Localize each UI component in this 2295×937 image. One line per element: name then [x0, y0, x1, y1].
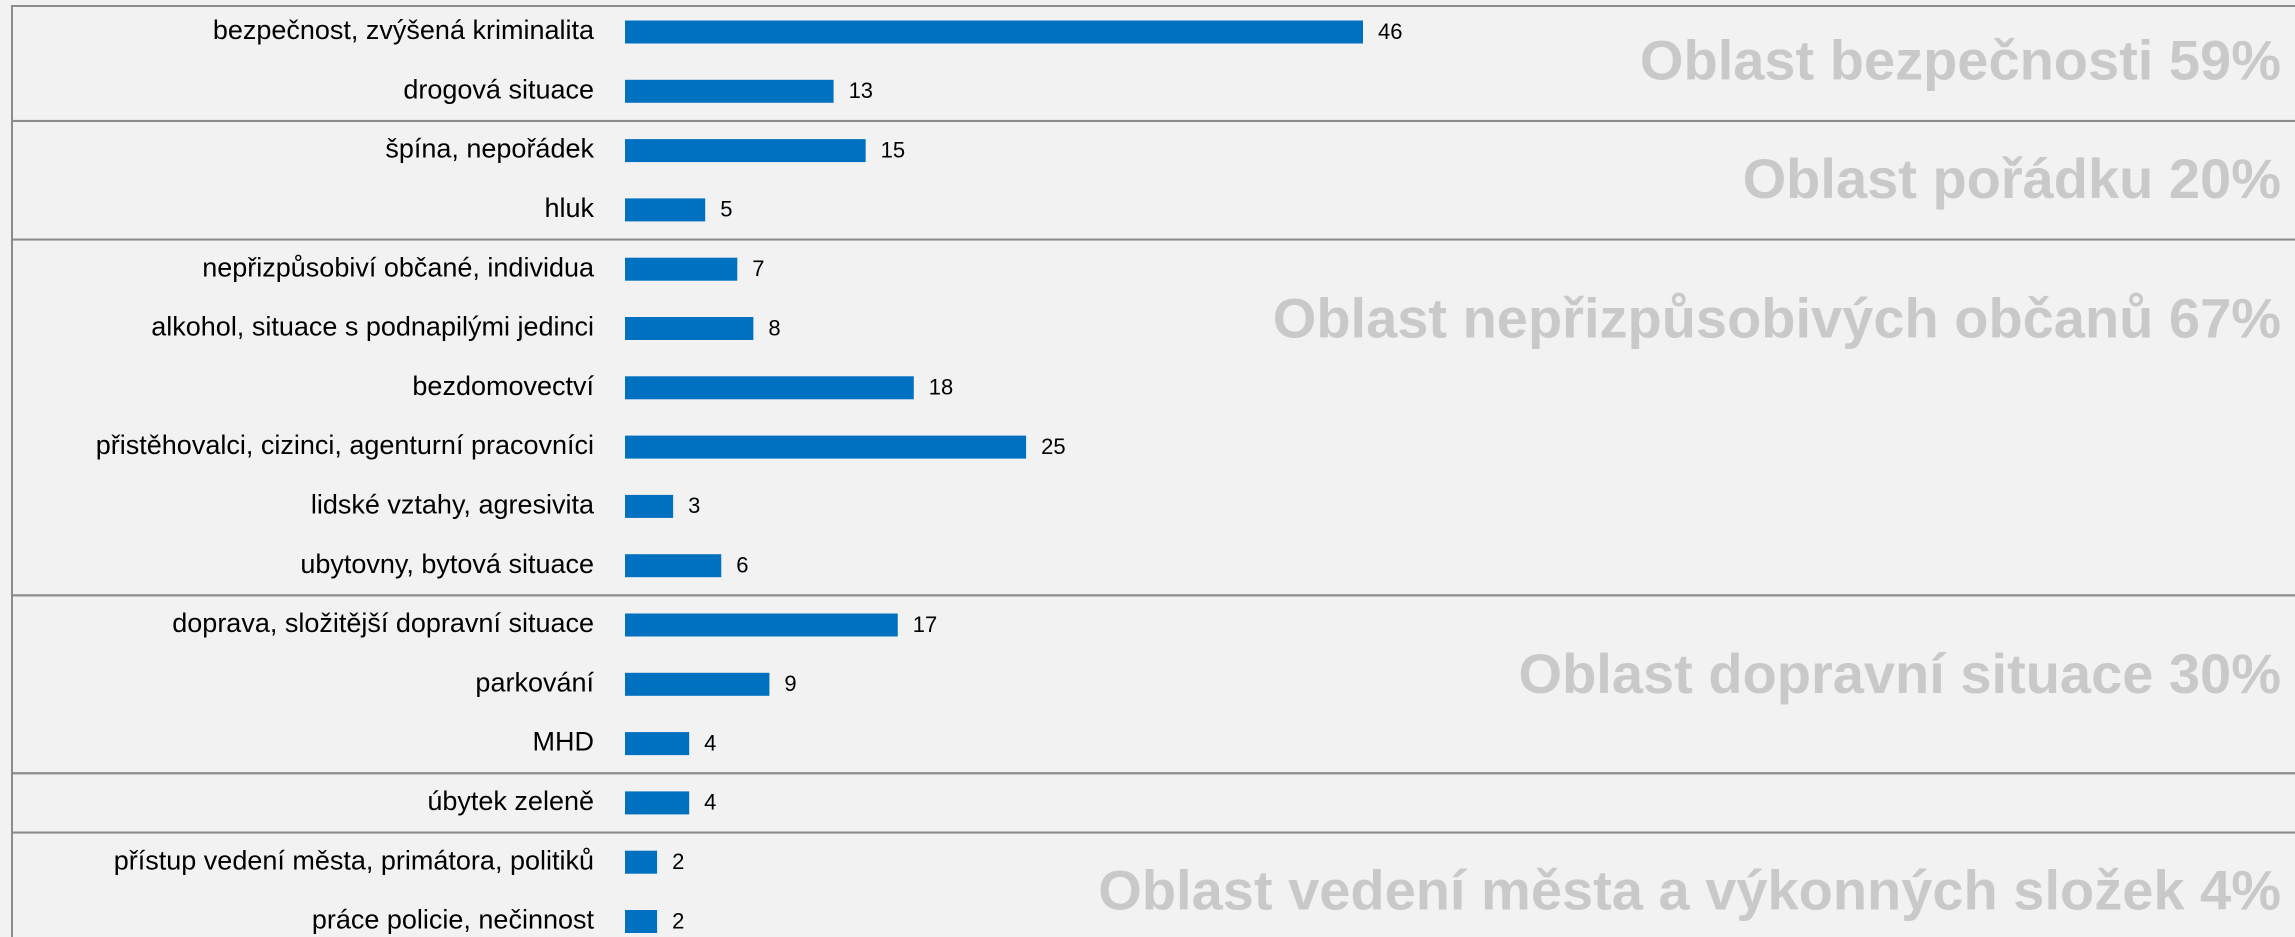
bar — [625, 672, 770, 696]
category-label: MHD — [533, 727, 595, 757]
bar — [625, 494, 674, 518]
value-label: 2 — [672, 908, 684, 933]
value-label: 5 — [720, 197, 732, 222]
group-label: Oblast bezpečnosti 59% — [1640, 28, 2281, 91]
bar — [625, 198, 706, 222]
bar — [625, 435, 1027, 459]
value-label: 18 — [929, 375, 953, 400]
value-label: 4 — [704, 730, 716, 755]
value-label: 8 — [768, 315, 780, 340]
group-box — [11, 831, 2295, 937]
category-label: přistěhovalci, cizinci, agenturní pracov… — [96, 430, 594, 460]
value-label: 7 — [752, 256, 764, 281]
group-label: Oblast pořádku 20% — [1743, 147, 2281, 210]
category-label: práce policie, nečinnost — [312, 905, 595, 935]
bar — [625, 257, 738, 281]
bar — [625, 79, 834, 103]
value-label: 17 — [913, 612, 937, 637]
value-label: 2 — [672, 849, 684, 874]
bar — [625, 732, 690, 756]
category-label: bezdomovectví — [412, 371, 594, 401]
bar — [625, 376, 914, 400]
value-label: 46 — [1378, 19, 1402, 44]
value-label: 15 — [881, 137, 905, 162]
value-label: 4 — [704, 790, 716, 815]
bar — [625, 20, 1363, 44]
bar — [625, 791, 690, 815]
bar — [625, 554, 722, 578]
value-label: 25 — [1041, 434, 1065, 459]
category-label: přístup vedení města, primátora, politik… — [114, 845, 594, 875]
category-label: parkování — [475, 667, 594, 697]
value-label: 9 — [784, 671, 796, 696]
bar — [625, 139, 866, 163]
group-label: Oblast nepřizpůsobivých občanů 67% — [1273, 286, 2281, 349]
category-label: nepřizpůsobiví občané, individua — [202, 252, 595, 282]
category-label: doprava, složitější dopravní situace — [172, 608, 594, 638]
category-label: drogová situace — [403, 74, 594, 104]
value-label: 13 — [849, 78, 873, 103]
value-label: 3 — [688, 493, 700, 518]
category-label: alkohol, situace s podnapilými jedinci — [151, 312, 594, 342]
bar — [625, 613, 898, 637]
group-label: Oblast dopravní situace 30% — [1519, 642, 2281, 705]
bar — [625, 910, 658, 933]
category-label: ubytovny, bytová situace — [300, 549, 594, 579]
category-label: špína, nepořádek — [385, 134, 594, 164]
category-label: úbytek zeleně — [427, 786, 594, 816]
category-label: hluk — [544, 193, 594, 223]
bar — [625, 850, 658, 874]
group-box — [11, 772, 2295, 834]
bar — [625, 317, 754, 340]
group-label: Oblast vedení města a výkonných složek 4… — [1098, 859, 2281, 922]
category-label: bezpečnost, zvýšená kriminalita — [213, 15, 595, 45]
category-label: lidské vztahy, agresivita — [311, 490, 595, 520]
value-label: 6 — [736, 553, 748, 578]
